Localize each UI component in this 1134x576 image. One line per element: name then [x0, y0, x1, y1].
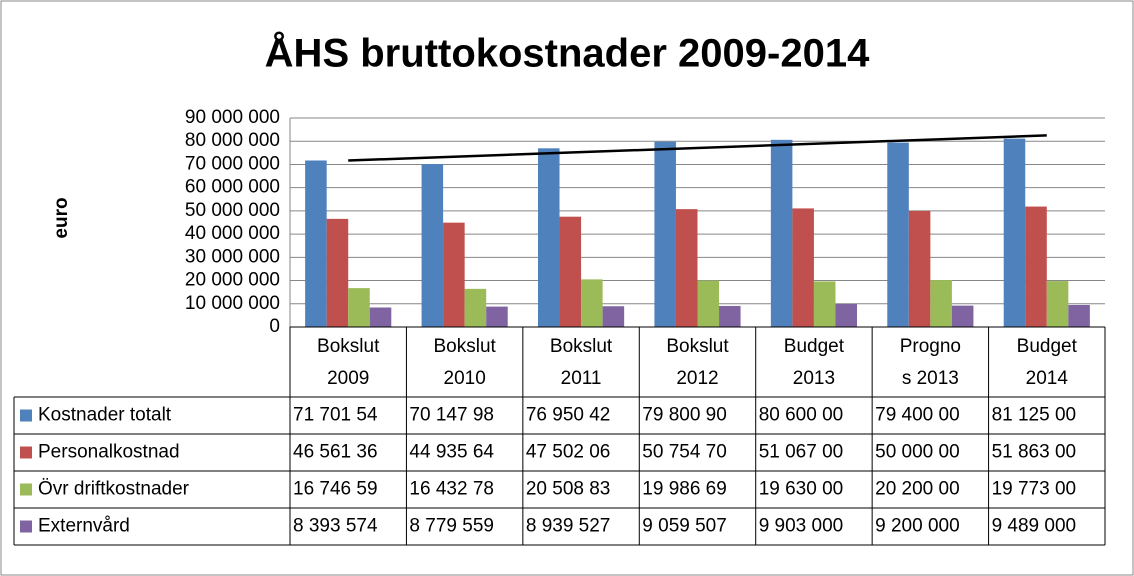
table-value: 76 950 42	[526, 405, 611, 426]
category-label: 2011	[561, 368, 602, 389]
bar	[537, 148, 560, 327]
table-value: 8 393 574	[293, 516, 378, 537]
bar	[1003, 138, 1026, 327]
legend-label: Personalkostnad	[38, 442, 180, 463]
legend-key	[20, 483, 32, 496]
table-value: 79 400 00	[875, 405, 960, 426]
bar	[930, 280, 952, 327]
category-label: 2013	[793, 368, 835, 389]
table-value: 16 432 78	[409, 479, 494, 500]
table-value: 70 147 98	[409, 405, 494, 426]
bar	[305, 160, 327, 327]
table-value: 71 701 54	[293, 405, 378, 426]
category-label: Bokslut	[433, 336, 496, 357]
table-value: 47 502 06	[526, 442, 611, 463]
table-value: 9 059 507	[642, 516, 727, 537]
y-tick-label: 70 000 000	[185, 153, 280, 174]
table-value: 9 489 000	[992, 516, 1077, 537]
table-value: 50 754 70	[642, 442, 727, 463]
y-tick-label: 40 000 000	[185, 223, 280, 244]
bar	[675, 209, 698, 327]
bar	[581, 279, 603, 327]
category-label: s 2013	[902, 368, 959, 389]
y-tick-label: 60 000 000	[185, 177, 280, 198]
y-tick-label: 20 000 000	[185, 270, 280, 291]
bar	[602, 306, 625, 327]
y-tick-label: 90 000 000	[185, 107, 280, 128]
table-value: 19 773 00	[992, 479, 1077, 500]
table-value: 19 986 69	[642, 479, 727, 500]
legend-label: Övr driftkostnader	[38, 479, 190, 500]
legend-label: Externvård	[38, 516, 130, 537]
category-label: Bokslut	[666, 336, 729, 357]
bar	[835, 304, 858, 327]
table-value: 8 779 559	[409, 516, 494, 537]
table-value: 51 067 00	[759, 442, 844, 463]
bar	[697, 280, 720, 327]
table-value: 79 800 90	[642, 405, 727, 426]
bar	[486, 306, 508, 327]
bar	[559, 216, 582, 327]
bar	[326, 218, 349, 327]
bar	[1025, 206, 1047, 327]
category-label: 2009	[327, 368, 369, 389]
bar	[951, 305, 974, 327]
chart-title: ÅHS bruttokostnader 2009-2014	[265, 31, 870, 76]
table-value: 16 746 59	[293, 479, 378, 500]
table-value: 46 561 36	[293, 442, 378, 463]
category-label: Bokslut	[550, 336, 613, 357]
bar	[887, 142, 909, 327]
table-value: 8 939 527	[526, 516, 611, 537]
table-value: 19 630 00	[759, 479, 844, 500]
category-label: 2012	[676, 368, 718, 389]
table-value: 44 935 64	[409, 442, 494, 463]
bar	[719, 305, 741, 327]
bar	[1046, 281, 1069, 327]
bar	[654, 141, 676, 327]
table-value: 50 000 00	[875, 442, 960, 463]
bar	[464, 288, 487, 327]
table-value: 80 600 00	[759, 405, 844, 426]
y-tick-label: 10 000 000	[185, 293, 280, 314]
category-label: 2014	[1026, 368, 1069, 389]
bar	[1068, 304, 1090, 327]
category-label: Bokslut	[317, 336, 380, 357]
table-value: 51 863 00	[992, 442, 1077, 463]
legend-key	[20, 446, 32, 459]
y-tick-label: 80 000 000	[185, 130, 280, 151]
y-tick-label: 30 000 000	[185, 246, 280, 267]
category-label: Budget	[784, 336, 845, 357]
table-value: 9 200 000	[875, 516, 960, 537]
category-label: 2010	[444, 368, 486, 389]
table-value: 20 508 83	[526, 479, 611, 500]
bar	[369, 307, 392, 327]
legend-key	[20, 409, 32, 422]
y-tick-label: 0	[269, 316, 280, 337]
bar	[908, 210, 931, 327]
legend-label: Kostnader totalt	[38, 405, 172, 426]
y-axis-label: euro	[51, 197, 72, 238]
category-label: Progno	[900, 336, 961, 357]
bar	[813, 281, 836, 327]
bar	[348, 288, 370, 327]
table-value: 81 125 00	[992, 405, 1077, 426]
bar	[421, 164, 444, 327]
y-tick-label: 50 000 000	[185, 200, 280, 221]
bar	[792, 208, 814, 327]
bar	[443, 222, 465, 327]
trendline	[348, 134, 1047, 162]
legend-key	[20, 520, 32, 533]
table-value: 9 903 000	[759, 516, 844, 537]
bar	[770, 139, 793, 327]
category-label: Budget	[1017, 336, 1078, 357]
table-value: 20 200 00	[875, 479, 960, 500]
